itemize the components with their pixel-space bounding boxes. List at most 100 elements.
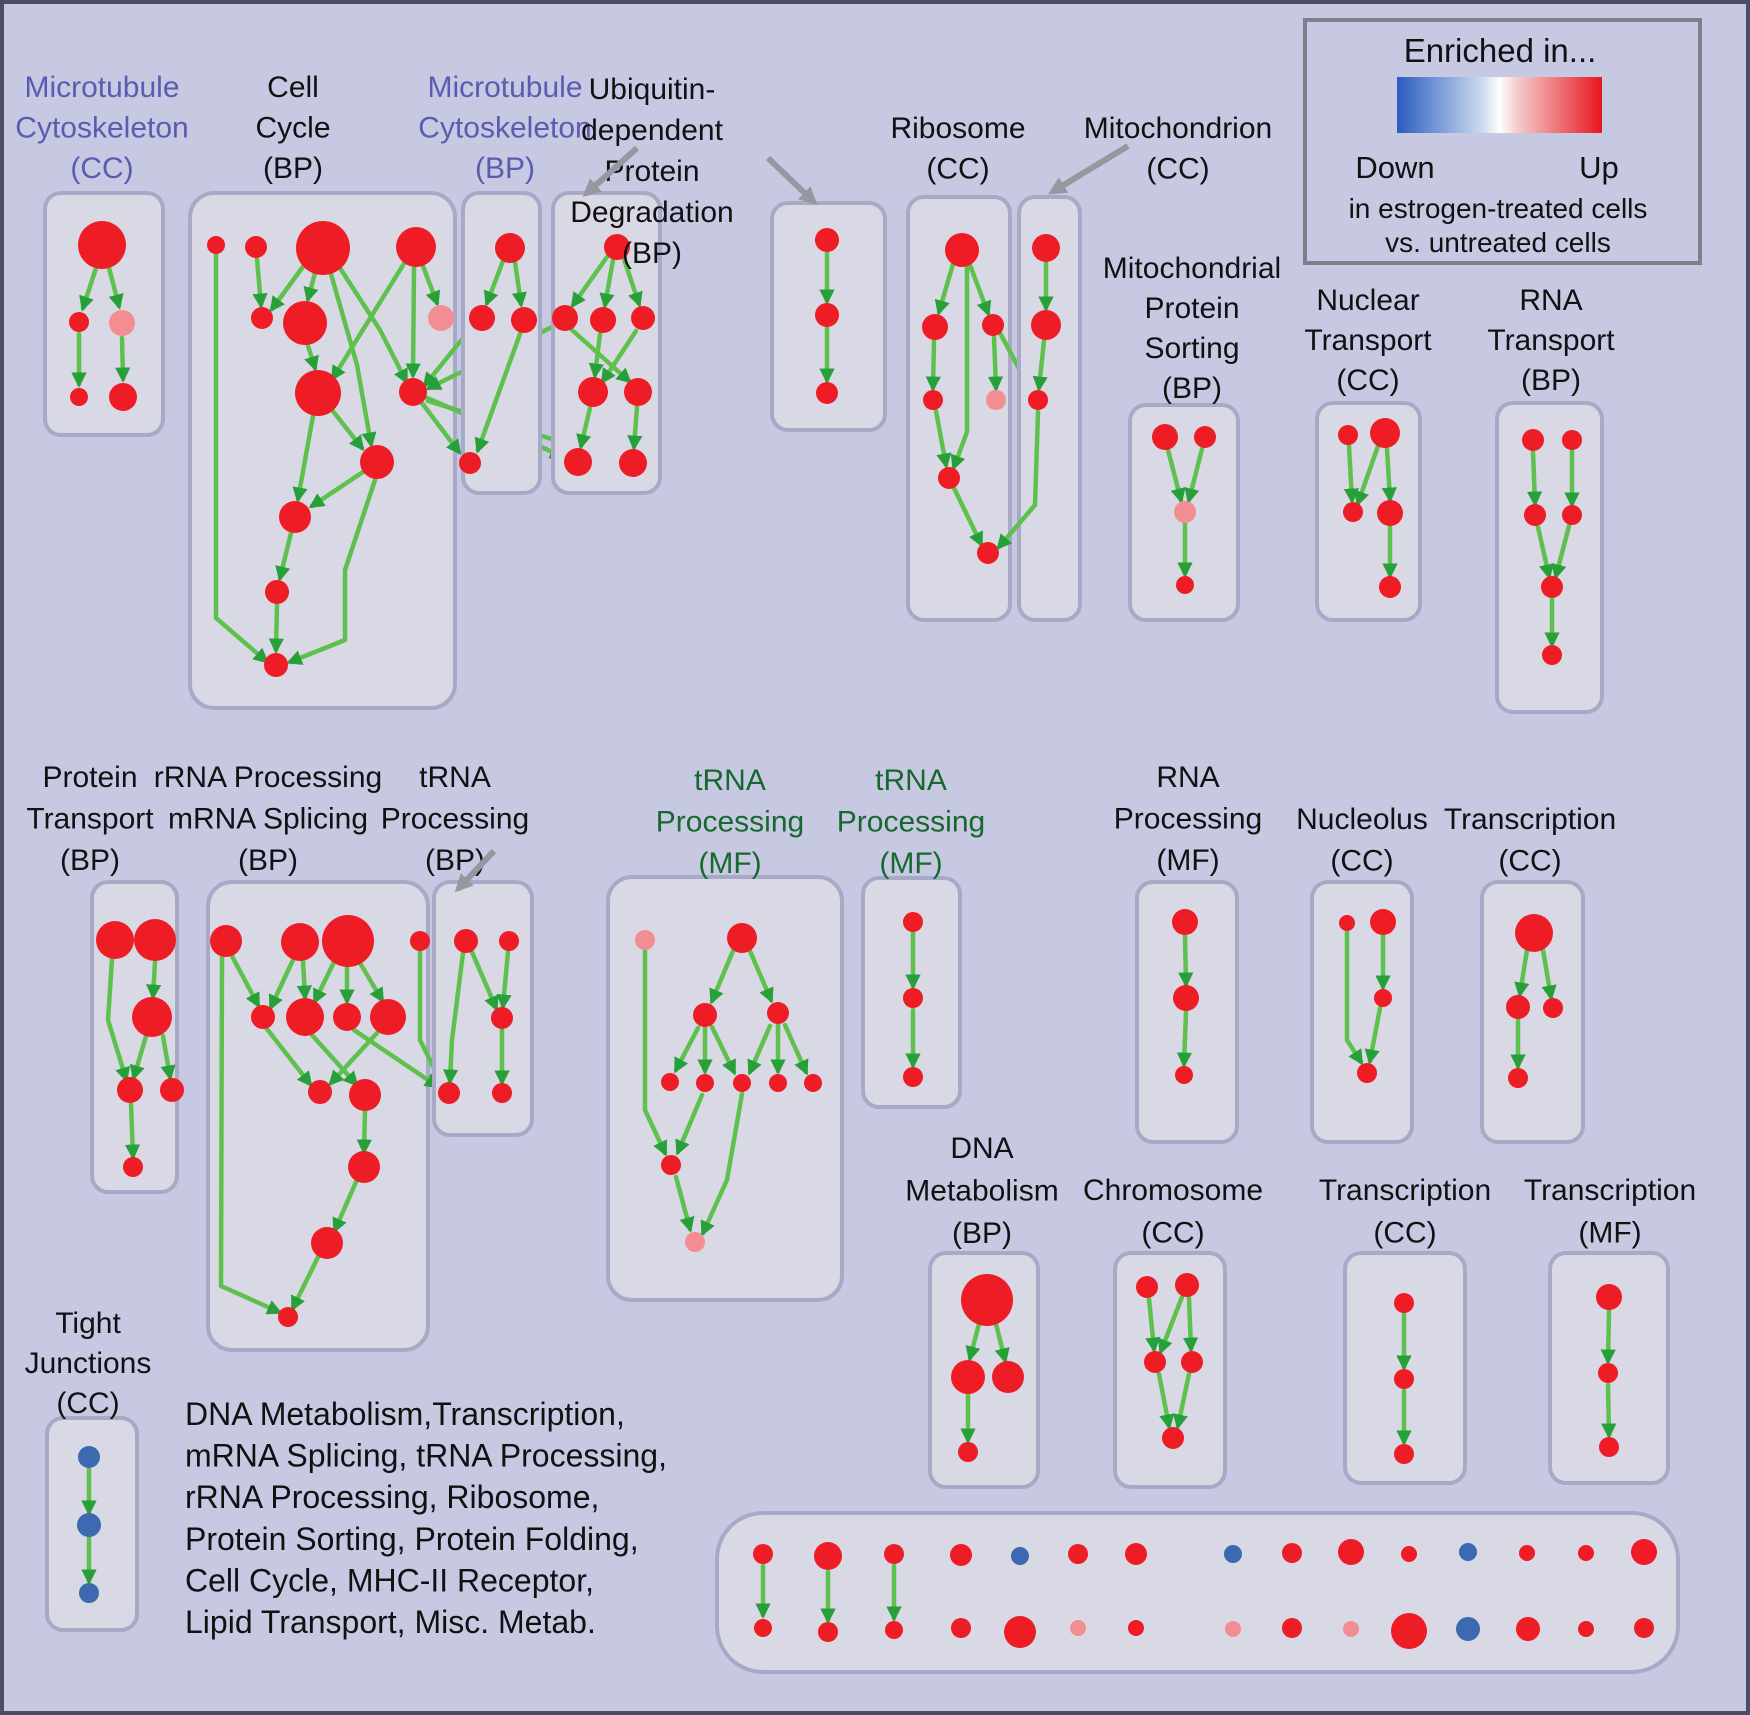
go-term-node [1225,1621,1241,1637]
group-box-microtubule-bp [461,191,542,495]
go-term-node [459,452,481,474]
legend-gradient-bar [1397,77,1602,133]
group-label-mitochondrion: Mitochondrion (CC) [1084,112,1272,186]
go-relation-edge [1364,1005,1383,1065]
go-relation-edge [405,265,421,379]
go-term-node [661,1073,679,1091]
group-box-nucleolus [1310,880,1414,1144]
go-term-node [265,580,289,604]
go-term-node [693,1003,717,1027]
go-relation-edge [1176,1009,1193,1068]
group-label-cell-cycle: Cell Cycle (BP) [255,71,330,185]
go-term-node [1370,909,1396,935]
go-relation-edge [1165,447,1186,504]
go-relation-edge [292,413,316,503]
go-term-node [950,1544,972,1566]
group-label-rna-processing-mf: RNA Processing (MF) [1114,761,1262,877]
go-term-node [961,1274,1013,1326]
go-term-node [78,221,126,269]
go-term-node [1522,429,1544,451]
group-box-chromosome [1113,1251,1227,1489]
go-relation-edge [675,1092,705,1156]
go-term-node [767,1002,789,1024]
go-term-node [1524,504,1546,526]
go-term-node [619,449,647,477]
go-term-node [624,378,652,406]
go-term-node [1541,576,1563,598]
go-term-node [754,1619,772,1637]
group-nucleolus [1310,880,1414,1144]
go-term-node [109,310,135,336]
go-term-node [311,1227,343,1259]
go-relation-edge [286,477,378,665]
go-relation-edge [483,258,506,307]
go-term-node [815,228,839,252]
group-box-transcription-cc-upper [1480,880,1585,1144]
go-relation-edge [252,256,268,309]
go-relation-edge [268,957,296,1011]
go-relation-edge [569,327,632,384]
group-box-mitochondrion [1017,195,1082,622]
go-term-node [1459,1543,1477,1561]
go-relation-edge [782,1022,809,1076]
go-relation-edge [709,948,736,1005]
go-relation-edge [576,405,593,450]
go-term-node [1172,909,1198,935]
go-relation-edge [965,1321,982,1362]
group-box-ubiquitin-a [551,191,662,495]
go-term-node [370,999,406,1035]
group-label-rna-transport: RNA Transport (BP) [1487,284,1615,397]
go-term-node [769,1074,787,1092]
go-relation-edge [951,485,984,548]
go-term-node [1152,424,1178,450]
go-term-node [399,378,427,406]
go-relation-edge [1145,1296,1161,1353]
go-term-node [1377,500,1403,526]
legend-title: Enriched in... [1404,32,1597,69]
go-term-node [815,303,839,327]
go-term-node [1456,1617,1480,1641]
go-term-node [245,236,267,258]
go-term-node [884,1544,904,1564]
go-term-node [499,931,519,951]
go-term-node [109,383,137,411]
group-microtubule-bp [459,191,542,495]
legend-box [1303,18,1702,265]
go-term-node [69,312,89,332]
go-term-node [1031,310,1061,340]
go-term-node [903,1067,923,1087]
go-term-node [1543,998,1563,1018]
go-term-node [360,445,394,479]
go-term-node [564,448,592,476]
go-term-node [1004,1616,1036,1648]
group-label-rrna-mrna: rRNA Processing mRNA Splicing (BP) [154,761,382,877]
annotation-arrow [454,848,497,893]
go-relation-edge [934,261,956,316]
annotation-arrow [765,155,818,206]
group-mitochondrion [996,195,1082,622]
go-term-node [1181,1351,1203,1373]
go-term-node [96,921,134,959]
go-term-node [428,305,454,331]
go-term-node [1391,1613,1427,1649]
go-term-node [590,307,616,333]
go-relation-edge [1172,1371,1192,1430]
go-term-node [816,382,838,404]
group-chromosome [1113,1251,1227,1489]
go-relation-edge [933,408,952,469]
go-relation-edge [511,259,527,308]
go-relation-edge [357,960,385,1004]
go-relation-edge [124,1101,141,1160]
go-term-node [1394,1444,1414,1464]
go-relation-edge [129,1033,149,1081]
go-term-node [1634,1618,1654,1638]
go-relation-edge [642,948,668,1157]
group-dna-metabolism [928,1251,1040,1489]
go-term-node [818,1622,838,1642]
go-term-node [1357,1063,1377,1083]
go-term-node [279,501,311,533]
go-term-node [1175,1273,1199,1297]
go-relation-edge [967,262,992,317]
